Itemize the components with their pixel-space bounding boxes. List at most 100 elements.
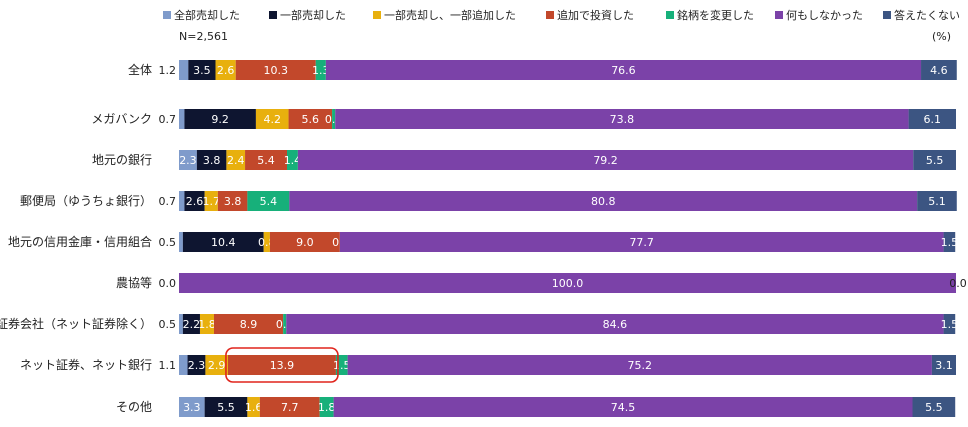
bar-segment (289, 191, 918, 211)
legend-label: 答えたくない (894, 9, 960, 22)
bar-segment (339, 232, 944, 252)
data-label: 0.0 (159, 277, 177, 290)
bar-segment (245, 150, 288, 170)
data-label: 9.0 (296, 236, 314, 249)
legend-label: 一部売却した (280, 9, 346, 22)
bar-segment (179, 191, 185, 211)
legend-swatch (269, 11, 277, 19)
data-label: 1.2 (159, 64, 177, 77)
category-label: 地元の信用金庫・信用組合 (8, 234, 152, 249)
bar-segment (288, 109, 333, 129)
data-label: 5.5 (926, 154, 944, 167)
data-label: 5.6 (302, 113, 320, 126)
bar-segment (179, 232, 183, 252)
bar-segment (187, 355, 206, 375)
bar-segment (286, 314, 944, 334)
legend-swatch (546, 11, 554, 19)
bar-segment (204, 397, 248, 417)
category-label: 農協等 (116, 275, 152, 290)
category-label: 郵便局（ゆうちょ銀行） (20, 194, 152, 208)
bar-segment (297, 150, 914, 170)
bar-segment (283, 314, 287, 334)
legend-item: 何もしなかった (775, 9, 863, 23)
bar-segment (943, 314, 956, 334)
bar-segment (913, 150, 956, 170)
data-label: 3.1 (935, 359, 953, 372)
bar-segment (179, 273, 956, 293)
data-label: 76.6 (611, 64, 636, 77)
legend-item: 追加で投資した (546, 9, 634, 23)
legend-label: 銘柄を変更した (677, 9, 754, 22)
bar-segment (269, 232, 340, 252)
data-label: 5.1 (928, 195, 946, 208)
bar-segment (921, 60, 957, 80)
data-label: 4.2 (263, 113, 281, 126)
data-label: 0.7 (159, 195, 177, 208)
bar-segment (182, 314, 200, 334)
bar-segment (188, 60, 216, 80)
data-label: 8.9 (240, 318, 258, 331)
bar-segment (247, 191, 290, 211)
bar-segment (255, 109, 289, 129)
bar-segment (335, 355, 348, 375)
data-label: 77.7 (629, 236, 654, 249)
legend-item: 銘柄を変更した (666, 9, 754, 23)
legend-swatch (883, 11, 891, 19)
data-label: 75.2 (628, 359, 653, 372)
bar-segment (184, 109, 256, 129)
data-label: 1.5 (941, 318, 959, 331)
data-label: 2.9 (208, 359, 226, 372)
bar-segment (179, 355, 188, 375)
data-label: 79.2 (593, 154, 618, 167)
legend-label: 全部売却した (174, 9, 240, 22)
bar-segment (179, 397, 205, 417)
bar-segment (325, 60, 922, 80)
data-label: 2.4 (227, 154, 245, 167)
bar-segment (213, 314, 284, 334)
bar-segment (931, 355, 956, 375)
bar-segment (335, 109, 909, 129)
data-label: 4.6 (930, 64, 948, 77)
bar-segment (184, 191, 205, 211)
category-label: 地元の銀行 (92, 153, 152, 167)
data-label: 0.0 (949, 277, 967, 290)
data-label: 0.7 (159, 113, 177, 126)
bar-segment (199, 314, 214, 334)
bar-segment (182, 232, 264, 252)
data-label: 2.6 (217, 64, 235, 77)
data-label: 5.4 (257, 154, 275, 167)
bar-segment (227, 355, 336, 375)
legend-item: 一部売却し、一部追加した (373, 9, 516, 23)
bar-segment (263, 232, 270, 252)
bar-segment (287, 150, 298, 170)
data-label: 1.5 (941, 236, 959, 249)
bar-segment (179, 60, 189, 80)
data-label: 2.3 (188, 359, 206, 372)
legend-label: 一部売却し、一部追加した (384, 9, 516, 22)
data-label: 100.0 (552, 277, 584, 290)
bar-segment (917, 191, 957, 211)
data-label: 3.8 (224, 195, 242, 208)
bar-segment (259, 397, 320, 417)
bar-segment (908, 109, 956, 129)
data-label: 6.1 (924, 113, 942, 126)
legend-swatch (666, 11, 674, 19)
bar-segment (943, 232, 956, 252)
bar-segment (247, 397, 260, 417)
data-label: 7.7 (281, 401, 299, 414)
bar-segment (332, 109, 336, 129)
data-label: 5.4 (260, 195, 278, 208)
legend-swatch (775, 11, 783, 19)
data-label: 2.6 (186, 195, 204, 208)
bar-segment (333, 397, 913, 417)
bar-segment (179, 150, 197, 170)
data-label: 3.8 (203, 154, 221, 167)
legend-item: 全部売却した (163, 9, 240, 23)
bar-segment (204, 191, 218, 211)
legend-swatch (163, 11, 171, 19)
data-label: 10.4 (211, 236, 236, 249)
data-label: 1.1 (159, 359, 177, 372)
data-label: 1.8 (198, 318, 216, 331)
data-label: 1.3 (312, 64, 330, 77)
category-label: 証券会社（ネット証券除く） (0, 316, 152, 331)
